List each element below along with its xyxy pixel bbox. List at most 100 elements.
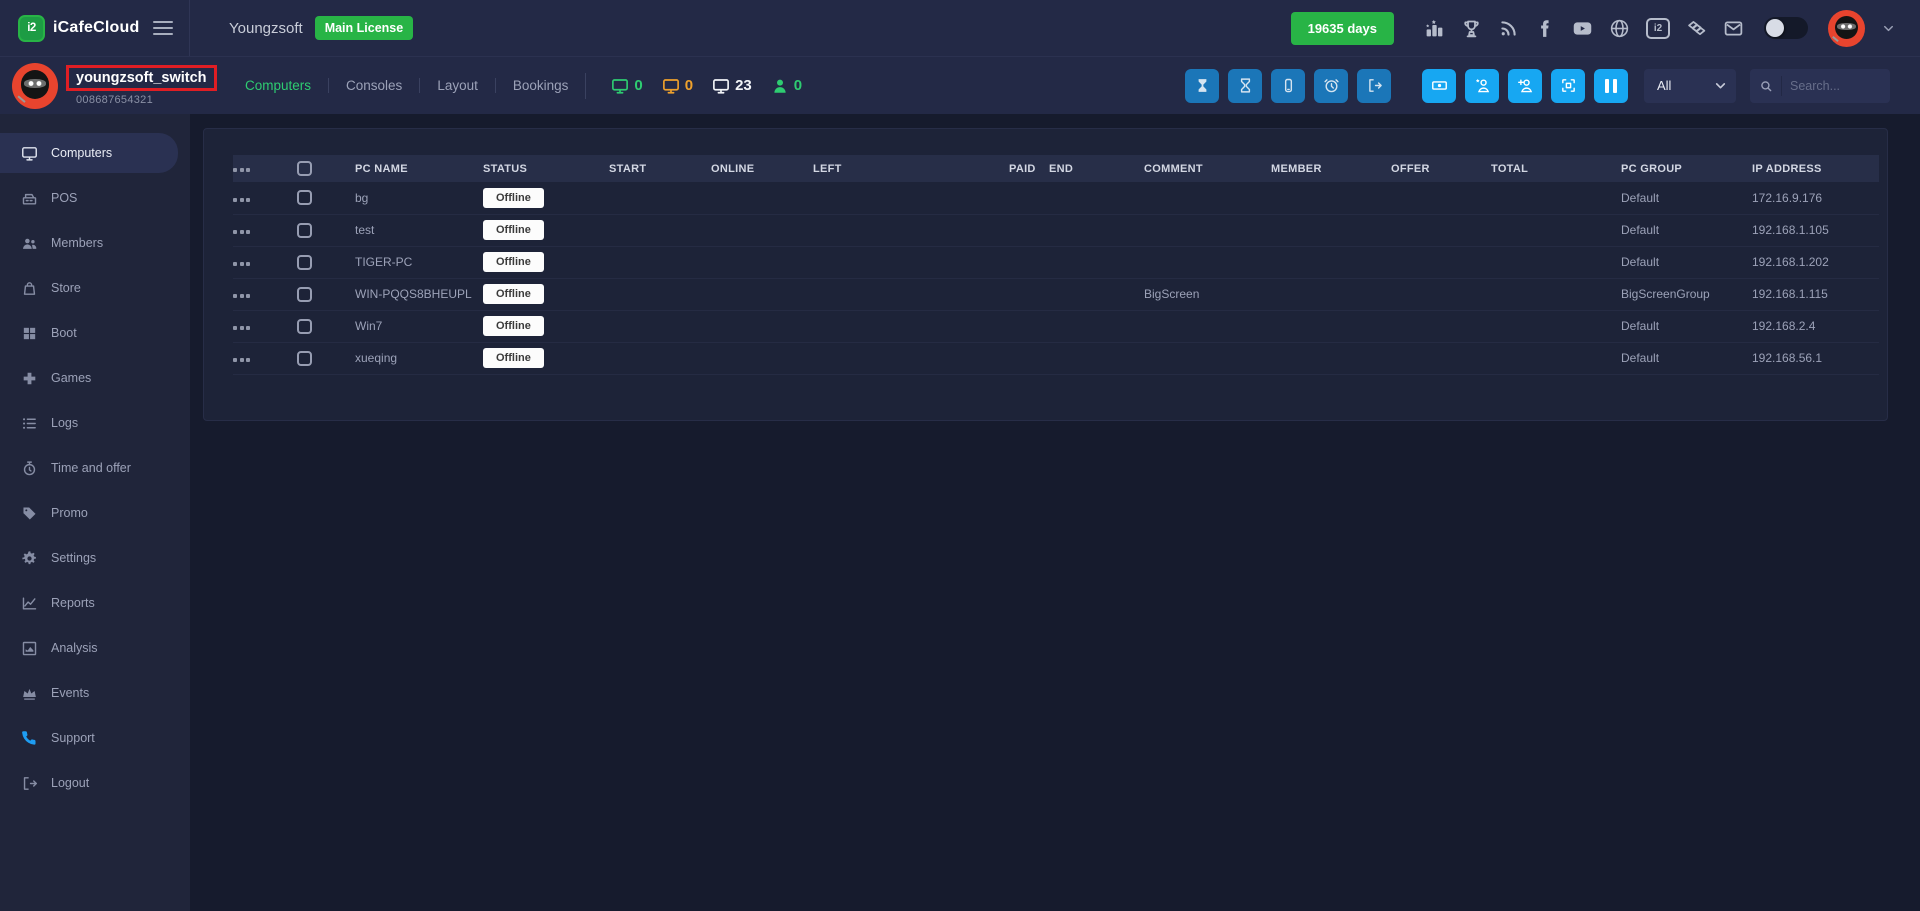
icafecloud-mini-icon[interactable]: i2 xyxy=(1646,17,1670,39)
tab-layout[interactable]: Layout xyxy=(437,78,478,93)
status-badge[interactable]: Offline xyxy=(483,252,544,272)
mail-icon[interactable] xyxy=(1723,18,1744,39)
table-row[interactable]: test Offline Default 192.168.1.105 xyxy=(233,214,1879,246)
row-menu-icon[interactable] xyxy=(233,262,250,266)
row-menu-icon[interactable] xyxy=(233,197,250,202)
user-avatar[interactable] xyxy=(1828,9,1865,47)
ninja-avatar-icon xyxy=(1835,15,1858,39)
tab-bookings[interactable]: Bookings xyxy=(512,78,569,93)
crown-icon xyxy=(23,688,36,700)
sidebar-item-logout[interactable]: Logout xyxy=(0,763,178,803)
cell-checkbox xyxy=(297,310,355,342)
sidebar-item-store[interactable]: Store xyxy=(0,268,178,308)
globe-icon[interactable] xyxy=(1609,18,1630,39)
rss-icon[interactable] xyxy=(1498,18,1519,39)
layers-icon[interactable] xyxy=(1686,18,1707,39)
column-header: PC GROUP xyxy=(1621,162,1683,175)
alarm-button[interactable] xyxy=(1314,68,1348,103)
cell-left xyxy=(813,342,1009,374)
checkout-button[interactable] xyxy=(1357,68,1391,103)
license-badge: Main License xyxy=(314,16,414,40)
row-menu-icon[interactable] xyxy=(233,326,250,330)
table-row[interactable]: Win7 Offline Default 192.168.2.4 xyxy=(233,310,1879,342)
row-menu-icon[interactable] xyxy=(233,358,250,362)
sidebar-item-boot[interactable]: Boot xyxy=(0,313,178,353)
sidebar-item-logs[interactable]: Logs xyxy=(0,403,178,443)
table-row[interactable]: TIGER-PC Offline Default 192.168.1.202 xyxy=(233,246,1879,278)
table-row[interactable]: WIN-PQQS8BHEUPL Offline BigScreen BigScr… xyxy=(233,278,1879,310)
table-body: bg Offline Default 172.16.9.176 xyxy=(233,182,1879,374)
cash-button[interactable] xyxy=(1422,68,1456,103)
pc-group-filter-dropdown[interactable]: All xyxy=(1644,68,1736,103)
status-badge[interactable]: Offline xyxy=(483,187,544,208)
sidebar-item-members[interactable]: Members xyxy=(0,223,178,263)
pause-button[interactable] xyxy=(1594,68,1628,103)
sidebar-item-games[interactable]: Games xyxy=(0,358,178,398)
cell-checkbox xyxy=(297,342,355,374)
row-checkbox[interactable] xyxy=(297,222,312,238)
facebook-icon[interactable] xyxy=(1535,18,1556,39)
cell-left xyxy=(813,278,1009,310)
days-remaining-button[interactable]: 19635 days xyxy=(1290,11,1394,45)
cell-comment xyxy=(1144,246,1271,278)
row-menu-icon[interactable] xyxy=(233,230,250,234)
status-badge[interactable]: Offline xyxy=(483,316,544,336)
sign-out-icon xyxy=(1368,79,1382,92)
tab-consoles[interactable]: Consoles xyxy=(346,78,403,93)
sidebar-item-support[interactable]: Support xyxy=(0,718,178,758)
search-icon xyxy=(1750,75,1782,96)
cell-paid xyxy=(1009,246,1049,278)
cell-member xyxy=(1271,182,1391,214)
sidebar-item-settings[interactable]: Settings xyxy=(0,538,178,578)
status-badge[interactable]: Offline xyxy=(483,220,544,240)
add-member-button[interactable] xyxy=(1508,68,1542,103)
sidebar-item-reports[interactable]: Reports xyxy=(0,583,178,623)
chevron-down-icon[interactable] xyxy=(1881,21,1896,36)
row-checkbox[interactable] xyxy=(297,286,312,302)
cell-status: Offline xyxy=(483,342,609,374)
row-menu-icon[interactable] xyxy=(233,294,250,298)
members-online-counter: 0 xyxy=(771,77,802,95)
trophy-icon[interactable] xyxy=(1461,18,1482,39)
sidebar-item-analysis[interactable]: Analysis xyxy=(0,628,178,668)
search-input[interactable] xyxy=(1782,78,1890,93)
add-member-star-button[interactable] xyxy=(1465,68,1499,103)
column-header: STATUS xyxy=(483,162,528,175)
select-all-checkbox[interactable] xyxy=(297,161,312,176)
tab-computers[interactable]: Computers xyxy=(245,78,312,93)
sidebar-item-computers[interactable]: Computers xyxy=(0,133,178,173)
youtube-icon[interactable] xyxy=(1572,18,1593,39)
row-checkbox[interactable] xyxy=(297,190,312,206)
status-badge[interactable]: Offline xyxy=(483,348,544,368)
cell-online xyxy=(711,246,813,278)
sidebar-item-time-and-offer[interactable]: Time and offer xyxy=(0,448,178,488)
search-box xyxy=(1750,68,1890,103)
status-badge[interactable]: Offline xyxy=(483,284,544,304)
app-logo[interactable]: i2 iCafeCloud xyxy=(18,14,139,42)
sidebar-item-promo[interactable]: Promo xyxy=(0,493,178,533)
sidebar-item-pos[interactable]: POS xyxy=(0,178,178,218)
sidebar-item-events[interactable]: Events xyxy=(0,673,178,713)
theme-toggle[interactable] xyxy=(1764,17,1808,39)
ranking-icon[interactable] xyxy=(1424,18,1445,39)
hourglass-filled-button[interactable] xyxy=(1185,68,1219,103)
cell-total xyxy=(1491,182,1621,214)
scan-button[interactable] xyxy=(1551,68,1585,103)
username-annotation-box[interactable]: youngzsoft_switch xyxy=(66,65,217,91)
cell-online xyxy=(711,182,813,214)
hourglass-button[interactable] xyxy=(1228,68,1262,103)
table-row[interactable]: bg Offline Default 172.16.9.176 xyxy=(233,182,1879,214)
computers-table-card: PC NAME STATUS START ONLINE LEFT PAID END COMME… xyxy=(203,128,1888,421)
profile-avatar[interactable] xyxy=(12,62,58,109)
hamburger-menu-icon[interactable] xyxy=(153,20,173,36)
table-row[interactable]: xueqing Offline Default 192.168.56.1 xyxy=(233,342,1879,374)
row-menu-icon[interactable] xyxy=(233,167,250,172)
cell-menu xyxy=(233,182,297,214)
row-checkbox[interactable] xyxy=(297,254,312,270)
main-content: PC NAME STATUS START ONLINE LEFT PAID END COMME… xyxy=(190,114,1920,911)
cell-paid xyxy=(1009,182,1049,214)
row-checkbox[interactable] xyxy=(297,350,312,366)
row-checkbox[interactable] xyxy=(297,318,312,334)
cell-start xyxy=(609,278,711,310)
battery-button[interactable] xyxy=(1271,68,1305,103)
